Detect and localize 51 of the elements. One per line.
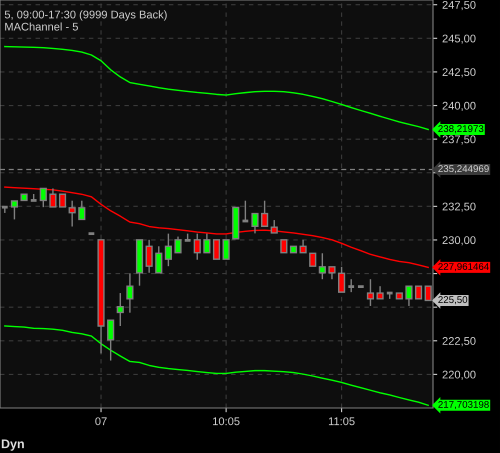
y-tick-label: 222,50	[442, 337, 476, 346]
data-label: 238,21973	[438, 125, 484, 134]
ref-line-label: 235,244969	[438, 165, 489, 174]
candlestick	[414, 286, 422, 300]
text: MAChannel - 5	[5, 22, 78, 31]
candlestick	[10, 200, 18, 220]
x-tick-label: 07	[95, 417, 107, 426]
candlestick	[194, 232, 201, 260]
candlestick	[366, 278, 374, 307]
candlestick	[212, 239, 220, 260]
line-series	[4, 186, 429, 268]
candlestick	[126, 272, 134, 314]
text: 225,50	[438, 296, 468, 304]
data-label: 217,703198	[438, 400, 489, 410]
line-series	[4, 325, 429, 406]
y-tick-label: 245,00	[442, 34, 476, 44]
data-label: 227,961464	[438, 263, 489, 272]
y-tick-label: 232,50	[442, 202, 476, 212]
candlestick	[405, 286, 413, 307]
text: Dyn	[2, 440, 24, 451]
candlestick	[164, 232, 172, 267]
candlestick	[222, 239, 230, 260]
candlestick	[58, 194, 66, 208]
y-tick-label: 237,50	[442, 135, 476, 145]
candlestick	[155, 246, 162, 274]
y-tick-label: 220,00	[442, 370, 476, 380]
candlestick	[40, 188, 47, 208]
candlestick	[300, 239, 307, 254]
candlestick	[146, 239, 153, 274]
candlestick	[68, 200, 76, 228]
line-series	[4, 46, 429, 130]
candlestick	[328, 266, 336, 280]
candlestick	[251, 212, 259, 234]
candlestick	[116, 292, 124, 327]
candlestick	[78, 200, 86, 220]
y-tick-label: 240,00	[442, 102, 476, 111]
text: 5, 09:00-17:30 (9999 Days Back)	[4, 10, 167, 21]
candlestick	[280, 239, 288, 254]
candlestick	[270, 219, 278, 234]
candlestick	[203, 232, 210, 254]
x-tick-label: 10:05	[213, 417, 240, 426]
candlestick	[309, 252, 316, 267]
candlestick	[376, 286, 384, 300]
y-tick-label: 230,00	[442, 236, 476, 246]
y-tick-label: 247,50	[442, 0, 476, 10]
candlestick	[338, 266, 346, 293]
candlestick	[261, 200, 268, 227]
candlestick	[318, 252, 326, 280]
x-tick-label: 11:05	[328, 417, 355, 426]
candlestick	[174, 236, 182, 254]
y-tick-label: 242,50	[442, 68, 476, 78]
